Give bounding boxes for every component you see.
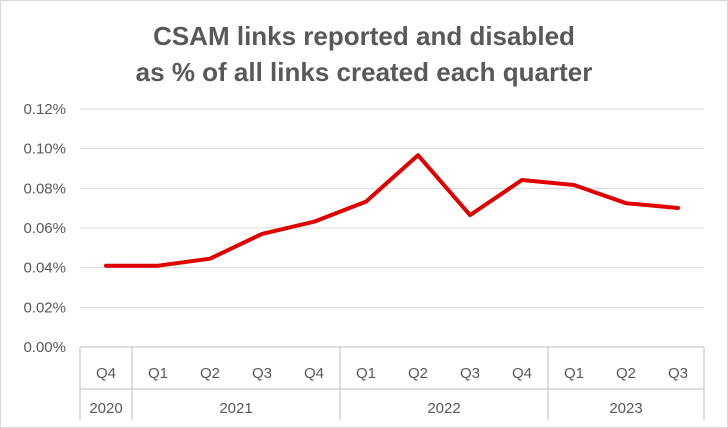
group-label: 2023 — [609, 400, 642, 417]
y-tick-label: 0.10% — [23, 141, 66, 158]
y-tick-label: 0.08% — [23, 180, 66, 197]
group-label: 2022 — [427, 400, 460, 417]
x-tick-label: Q1 — [356, 365, 376, 382]
x-tick-label: Q2 — [200, 365, 220, 382]
y-tick-label: 0.00% — [23, 339, 66, 356]
x-tick-label: Q3 — [252, 365, 272, 382]
x-tick-label: Q3 — [460, 365, 480, 382]
x-tick-label: Q1 — [564, 365, 584, 382]
group-label: 2020 — [89, 400, 122, 417]
x-tick-label: Q3 — [668, 365, 688, 382]
group-label: 2021 — [219, 400, 252, 417]
gridlines — [80, 108, 704, 308]
x-tick-label: Q4 — [304, 365, 324, 382]
x-tick-label: Q2 — [408, 365, 428, 382]
x-tick-label: Q4 — [96, 365, 116, 382]
y-tick-label: 0.06% — [23, 220, 66, 237]
y-tick-label: 0.04% — [23, 260, 66, 277]
y-axis-tick-labels: 0.00% 0.02% 0.04% 0.06% 0.08% 0.10% 0.12% — [23, 101, 66, 356]
x-tick-label: Q2 — [616, 365, 636, 382]
x-tick-label: Q4 — [512, 365, 532, 382]
x-axis: Q4 Q1 Q2 Q3 Q4 Q1 Q2 Q3 Q4 Q1 Q2 Q3 2020 2021 2022 2023 — [79, 346, 705, 420]
chart-title-line-2: as % of all links created each quarter — [135, 57, 593, 87]
chart-title-line-1: CSAM links reported and disabled — [153, 21, 575, 51]
x-tick-label: Q1 — [148, 365, 168, 382]
series-line — [104, 153, 680, 268]
series-layer — [104, 153, 680, 268]
y-tick-label: 0.12% — [23, 101, 66, 118]
chart-title: CSAM links reported and disabled as % of… — [0, 18, 728, 90]
y-tick-label: 0.02% — [23, 299, 66, 316]
